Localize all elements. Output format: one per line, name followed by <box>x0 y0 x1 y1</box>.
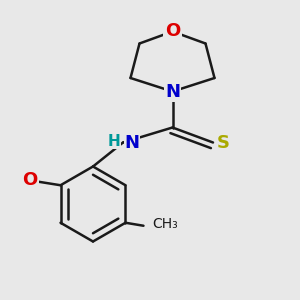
Text: O: O <box>165 22 180 40</box>
Text: S: S <box>217 134 230 152</box>
Text: N: N <box>165 82 180 100</box>
Text: CH₃: CH₃ <box>152 217 178 231</box>
Text: N: N <box>124 134 140 152</box>
Text: H: H <box>107 134 120 148</box>
Text: O: O <box>22 171 37 189</box>
